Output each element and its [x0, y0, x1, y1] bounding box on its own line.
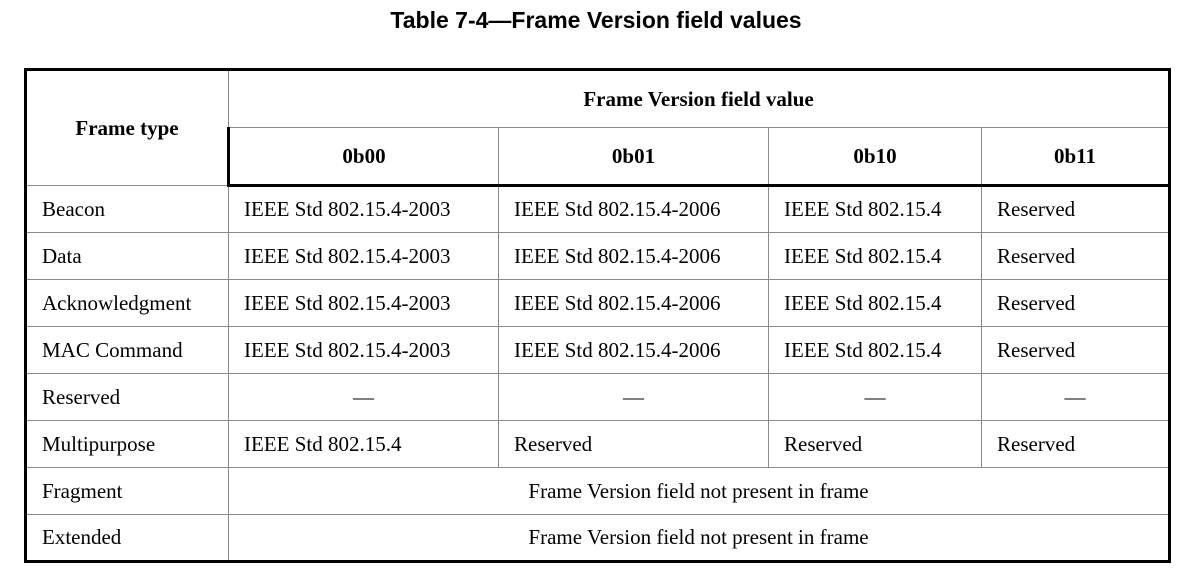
cell-0b00: IEEE Std 802.15.4-2003 [228, 232, 499, 280]
table-row-acknowledgment: Acknowledgment IEEE Std 802.15.4-2003 IE… [24, 279, 1172, 327]
cell-0b11: Reserved [980, 420, 1172, 468]
table-row-beacon: Beacon IEEE Std 802.15.4-2003 IEEE Std 8… [24, 185, 1172, 233]
header-col-0b00: 0b00 [227, 127, 499, 187]
cell-0b01: Reserved [498, 420, 769, 468]
frame-version-table: Frame type Frame Version field value 0b0… [24, 68, 1172, 563]
table-row-mac-command: MAC Command IEEE Std 802.15.4-2003 IEEE … [24, 326, 1172, 374]
cell-0b00: IEEE Std 802.15.4-2003 [228, 326, 499, 374]
cell-0b01: IEEE Std 802.15.4-2006 [498, 326, 769, 374]
table-row-fragment: Fragment Frame Version field not present… [24, 467, 1172, 515]
cell-0b00: IEEE Std 802.15.4-2003 [228, 185, 499, 233]
header-frame-version-group: Frame Version field value [227, 68, 1172, 128]
row-frame-type: Fragment [24, 467, 229, 515]
cell-0b10: IEEE Std 802.15.4 [768, 326, 982, 374]
cell-0b01: IEEE Std 802.15.4-2006 [498, 185, 769, 233]
header-frame-type: Frame type [24, 68, 229, 186]
merged-cell: Frame Version field not present in frame [227, 467, 1172, 515]
cell-0b01: IEEE Std 802.15.4-2006 [498, 279, 769, 327]
cell-0b11: Reserved [980, 279, 1172, 327]
row-frame-type: Data [24, 232, 229, 280]
table-row-data: Data IEEE Std 802.15.4-2003 IEEE Std 802… [24, 232, 1172, 280]
cell-0b10: — [768, 373, 982, 421]
merged-cell: Frame Version field not present in frame [227, 514, 1172, 563]
row-frame-type: Multipurpose [24, 420, 229, 468]
cell-0b01: IEEE Std 802.15.4-2006 [498, 232, 769, 280]
cell-0b00: IEEE Std 802.15.4-2003 [228, 279, 499, 327]
row-frame-type: Extended [24, 514, 229, 563]
cell-0b10: IEEE Std 802.15.4 [768, 185, 982, 233]
table-caption: Table 7-4—Frame Version field values [390, 7, 802, 33]
table-row-extended: Extended Frame Version field not present… [24, 514, 1172, 563]
cell-0b11: Reserved [980, 185, 1172, 233]
header-col-0b01: 0b01 [498, 127, 769, 187]
cell-0b01: — [498, 373, 769, 421]
row-frame-type: Beacon [24, 185, 229, 233]
cell-0b11: Reserved [980, 232, 1172, 280]
cell-0b10: IEEE Std 802.15.4 [768, 232, 982, 280]
cell-0b11: — [980, 373, 1172, 421]
table-row-multipurpose: Multipurpose IEEE Std 802.15.4 Reserved … [24, 420, 1172, 468]
row-frame-type: Reserved [24, 373, 229, 421]
table-row-reserved: Reserved — — — — [24, 373, 1172, 421]
row-frame-type: MAC Command [24, 326, 229, 374]
header-col-0b11: 0b11 [980, 127, 1172, 187]
cell-0b11: Reserved [980, 326, 1172, 374]
cell-0b10: Reserved [768, 420, 982, 468]
header-col-0b10: 0b10 [768, 127, 982, 187]
cell-0b10: IEEE Std 802.15.4 [768, 279, 982, 327]
row-frame-type: Acknowledgment [24, 279, 229, 327]
cell-0b00: — [228, 373, 499, 421]
cell-0b00: IEEE Std 802.15.4 [228, 420, 499, 468]
